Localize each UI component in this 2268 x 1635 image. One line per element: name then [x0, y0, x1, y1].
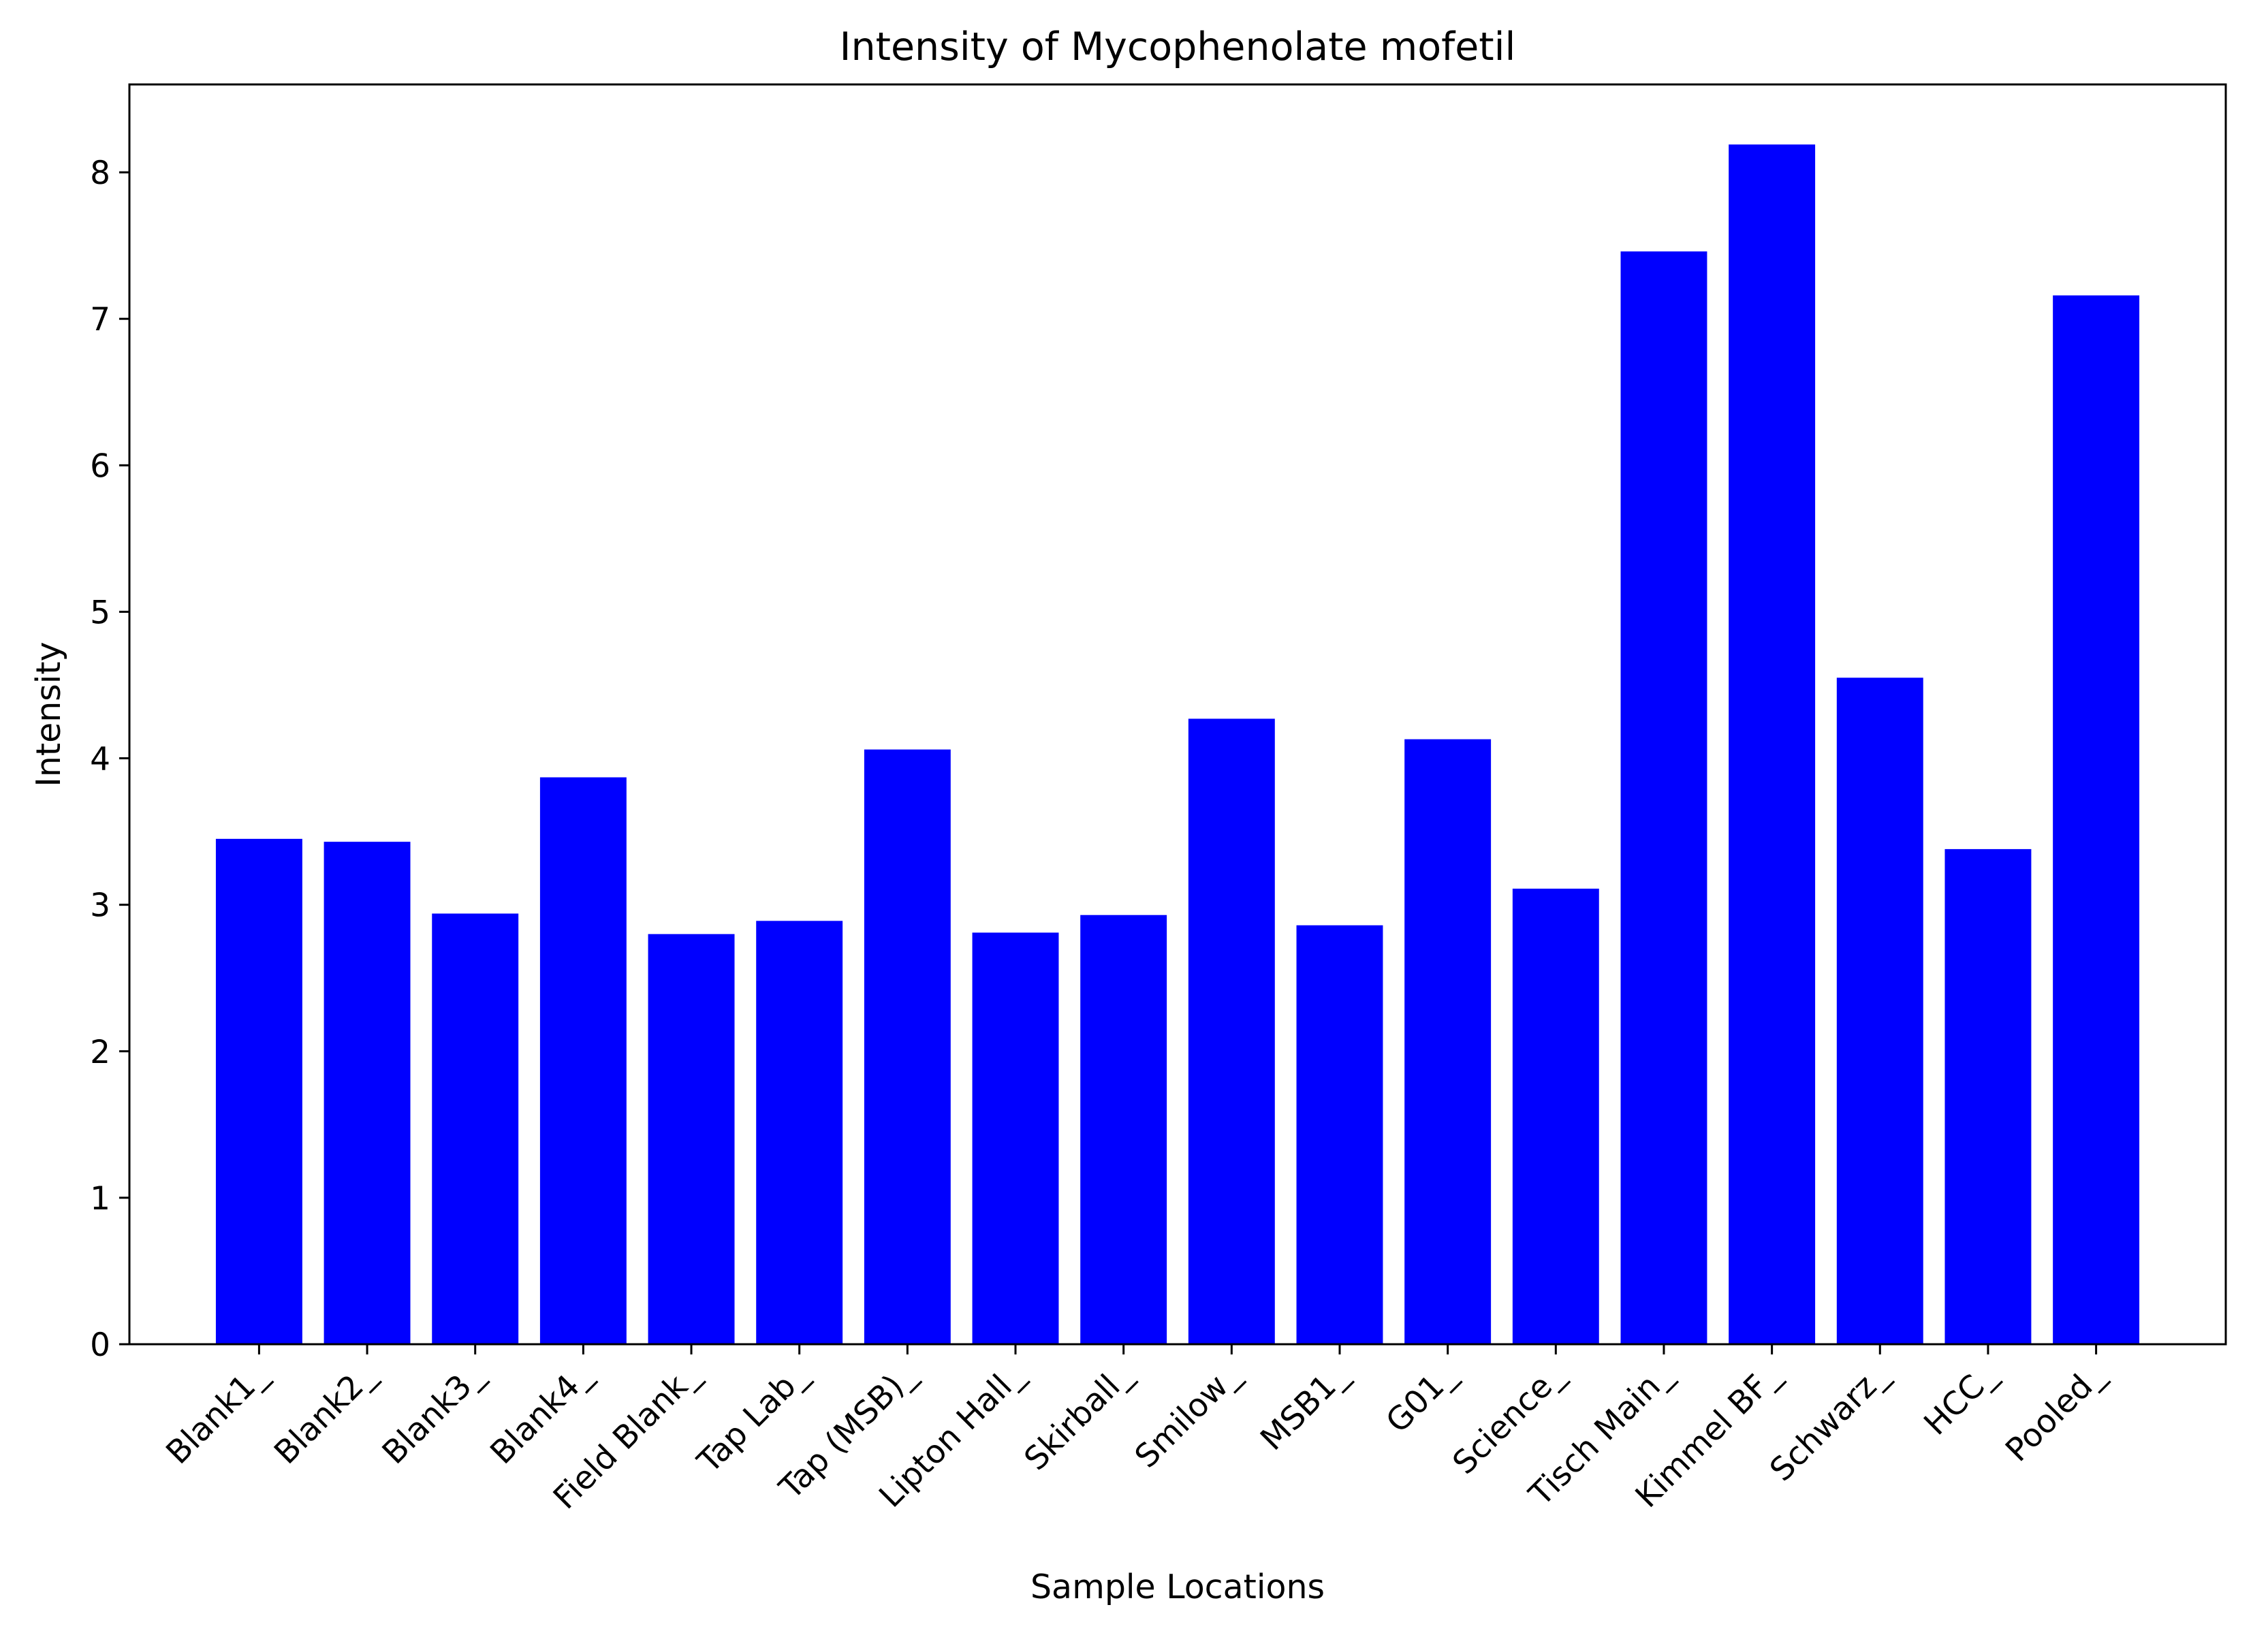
y-tick-label: 3	[90, 887, 110, 925]
y-tick-label: 0	[90, 1327, 110, 1364]
bar-tisch-main	[1620, 251, 1707, 1344]
y-axis-label: Intensity	[29, 641, 68, 787]
y-tick-label: 8	[90, 155, 110, 192]
bar-tap-msb	[864, 749, 951, 1344]
x-tick-label: Pooled_	[1998, 1356, 2111, 1469]
y-tick-label: 7	[90, 301, 110, 338]
y-axis: 0 1 2 3 4 5 6 7 8	[90, 155, 129, 1364]
x-tick-label: Blank1_	[159, 1356, 275, 1472]
chart-title: Intensity of Mycophenolate mofetil	[840, 25, 1516, 69]
bar-lipton-hall	[972, 932, 1059, 1344]
bars-group	[215, 144, 2140, 1345]
x-tick-label: HCC_	[1917, 1356, 2004, 1442]
x-axis-label: Sample Locations	[1030, 1568, 1325, 1606]
y-tick-label: 1	[90, 1180, 110, 1218]
y-tick-label: 5	[90, 594, 110, 631]
bar-kimmel-bf	[1729, 144, 1816, 1345]
y-tick-label: 6	[90, 447, 110, 485]
x-tick-label: Skirball_	[1017, 1356, 1139, 1478]
x-tick-label: Blank3_	[375, 1356, 491, 1472]
x-tick-label: Schwarz_	[1763, 1356, 1895, 1489]
bar-msb1	[1296, 925, 1383, 1344]
x-tick-label: Blank2_	[267, 1356, 383, 1472]
bar-field-blank	[648, 934, 735, 1344]
bar-blank2	[324, 842, 411, 1344]
bar-hcc	[1944, 848, 2032, 1344]
y-tick-label: 2	[90, 1034, 110, 1071]
bar-blank3	[432, 913, 519, 1344]
bar-tap-lab	[756, 921, 843, 1344]
y-tick-label: 4	[90, 741, 110, 778]
bar-g01	[1404, 739, 1492, 1344]
bar-skirball	[1080, 915, 1167, 1344]
bar-pooled	[2053, 295, 2140, 1344]
x-axis: Blank1_Blank2_Blank3_Blank4_Field Blank_…	[159, 1344, 2111, 1517]
x-tick-label: MSB1_	[1253, 1356, 1355, 1458]
bar-science	[1512, 888, 1599, 1344]
bar-blank1	[215, 838, 302, 1344]
x-tick-label: G01_	[1379, 1356, 1464, 1440]
plot-frame	[128, 83, 2227, 1346]
bar-blank4	[539, 777, 627, 1344]
bar-schwarz	[1836, 678, 1923, 1344]
x-tick-label: Smilow_	[1128, 1356, 1247, 1475]
bar-smilow	[1188, 718, 1275, 1344]
